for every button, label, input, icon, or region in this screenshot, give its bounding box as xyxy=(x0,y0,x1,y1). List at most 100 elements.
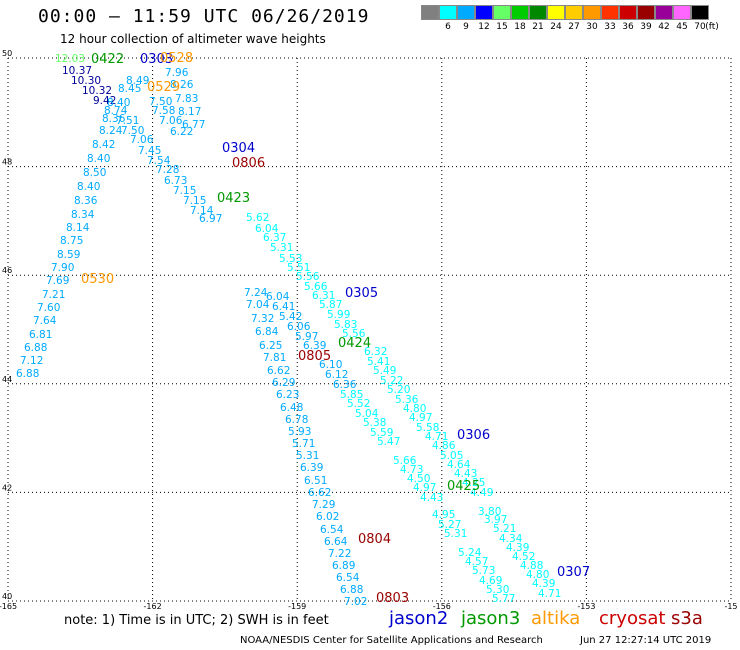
color-scale-label: 45 xyxy=(676,22,688,32)
wave-height-value: 10.30 xyxy=(71,75,101,87)
wave-height-value: 8.34 xyxy=(71,209,95,221)
color-scale-swatch xyxy=(421,5,439,20)
wave-height-value: 7.02 xyxy=(344,596,367,608)
color-scale-legend xyxy=(421,5,709,20)
wave-height-value: 6.89 xyxy=(332,560,355,572)
footer-credit: NOAA/NESDIS Center for Satellite Applica… xyxy=(240,635,543,646)
wave-height-value: 8.59 xyxy=(57,249,80,261)
pass-id-label: 0528 xyxy=(160,51,193,66)
wave-height-value: 6.41 xyxy=(272,301,295,313)
longitude-tick-label: -15 xyxy=(724,602,737,611)
wave-height-value: 7.29 xyxy=(312,499,335,511)
wave-height-value: 5.24 xyxy=(458,547,482,559)
wave-height-value: 10.37 xyxy=(62,65,92,77)
wave-height-value: 5.66 xyxy=(393,455,417,467)
wave-height-value: 7.32 xyxy=(251,313,274,325)
color-scale-label: 42 xyxy=(658,22,670,32)
wave-height-value: 6.25 xyxy=(259,340,282,352)
wave-height-value: 7.14 xyxy=(190,205,214,217)
wave-height-value: 6.88 xyxy=(16,368,39,380)
pass-id-label: 0806 xyxy=(232,156,265,171)
pass-id-label: 0804 xyxy=(358,532,391,547)
footer-timestamp: Jun 27 12:27:14 UTC 2019 xyxy=(580,635,712,646)
wave-height-value: 7.06 xyxy=(159,115,183,127)
wave-height-value: 5.59 xyxy=(370,427,393,439)
wave-height-value: 5.22 xyxy=(380,375,403,387)
pass-id-label: 0305 xyxy=(345,286,378,301)
wave-height-value: 5.56 xyxy=(342,328,366,340)
map-gridlines xyxy=(7,57,732,602)
wave-height-value: 6.54 xyxy=(336,572,360,584)
footer-note: note: 1) Time is in UTC; 2) SWH is in fe… xyxy=(64,613,329,628)
wave-height-value: 6.48 xyxy=(280,402,303,414)
wave-height-value: 7.45 xyxy=(138,145,161,157)
longitude-tick-label: -162 xyxy=(144,602,162,611)
color-scale-swatch xyxy=(601,5,619,20)
wave-height-value: 4.52 xyxy=(512,551,535,563)
wave-height-value: 4.97 xyxy=(413,482,436,494)
color-scale-swatch xyxy=(565,5,583,20)
pass-id-label: 0425 xyxy=(447,479,480,494)
wave-height-value: 4.39 xyxy=(532,578,555,590)
wave-height-value: 7.69 xyxy=(46,275,69,287)
wave-height-value: 6.37 xyxy=(263,232,286,244)
latitude-tick-label: 44 xyxy=(2,375,12,384)
color-scale-label: 36 xyxy=(622,22,634,32)
wave-height-value: 4.39 xyxy=(506,542,529,554)
wave-height-value: 6.84 xyxy=(255,326,279,338)
wave-height-value: 5.38 xyxy=(363,417,386,429)
wave-height-value: 8.45 xyxy=(118,83,141,95)
wave-height-value: 6.06 xyxy=(287,321,311,333)
longitude-tick-label: -159 xyxy=(288,602,306,611)
wave-height-value: 4.71 xyxy=(538,588,561,600)
longitude-tick-label: -153 xyxy=(577,602,595,611)
wave-height-value: 8.40 xyxy=(87,153,110,165)
wave-height-value: 7.15 xyxy=(183,195,206,207)
color-scale-swatch xyxy=(475,5,493,20)
pass-id-label: 0805 xyxy=(298,349,331,364)
wave-height-value: 8.14 xyxy=(66,222,90,234)
wave-height-value: 5.41 xyxy=(367,356,390,368)
wave-height-value: 7.81 xyxy=(263,352,286,364)
color-scale-label: 15 xyxy=(496,22,508,32)
color-scale-unit: (ft) xyxy=(705,22,719,32)
longitude-tick-label: -165 xyxy=(0,602,17,611)
wave-height-value: 4.64 xyxy=(447,459,471,471)
longitude-tick-label: -156 xyxy=(433,602,451,611)
wave-height-value: 7.06 xyxy=(130,134,154,146)
wave-height-value: 6.78 xyxy=(285,414,308,426)
wave-height-value: 6.39 xyxy=(303,340,326,352)
color-scale-label: 6 xyxy=(445,22,451,32)
wave-height-value: 5.93 xyxy=(288,426,311,438)
legend-item-cryosat: cryosat xyxy=(599,608,666,629)
wave-height-value: 5.77 xyxy=(492,593,515,605)
color-scale-label: 27 xyxy=(568,22,580,32)
wave-height-value: 8.49 xyxy=(126,75,149,87)
wave-height-value: 5.20 xyxy=(387,384,410,396)
wave-height-value: 5.83 xyxy=(334,319,357,331)
latitude-tick-label: 50 xyxy=(2,49,12,58)
wave-height-value: 7.50 xyxy=(149,96,172,108)
wave-height-value: 4.34 xyxy=(499,533,523,545)
color-scale-label: 30 xyxy=(586,22,598,32)
color-scale-swatch xyxy=(691,5,709,20)
wave-height-value: 4.49 xyxy=(470,487,493,499)
pass-id-label: 0303 xyxy=(140,52,173,67)
wave-height-value: 6.04 xyxy=(266,291,290,303)
legend-item-jason2: jason2 xyxy=(389,608,449,629)
color-scale-swatch xyxy=(529,5,547,20)
pass-id-label: 0424 xyxy=(338,336,371,351)
wave-height-value: 6.62 xyxy=(267,365,290,377)
color-scale-swatch xyxy=(673,5,691,20)
legend-item-altika: altika xyxy=(531,608,581,629)
wave-height-value: 7.51 xyxy=(116,115,139,127)
map-title: 00:00 – 11:59 UTC 06/26/2019 xyxy=(38,6,370,27)
pass-id-label: 0803 xyxy=(376,591,409,606)
color-scale-swatch xyxy=(511,5,529,20)
wave-height-value: 6.36 xyxy=(333,379,357,391)
map-subtitle: 12 hour collection of altimeter wave hei… xyxy=(60,32,326,46)
wave-height-value: 6.77 xyxy=(182,119,205,131)
latitude-tick-label: 48 xyxy=(2,158,12,167)
wave-height-value: 8.36 xyxy=(74,195,98,207)
pass-id-label: 0422 xyxy=(91,52,124,67)
